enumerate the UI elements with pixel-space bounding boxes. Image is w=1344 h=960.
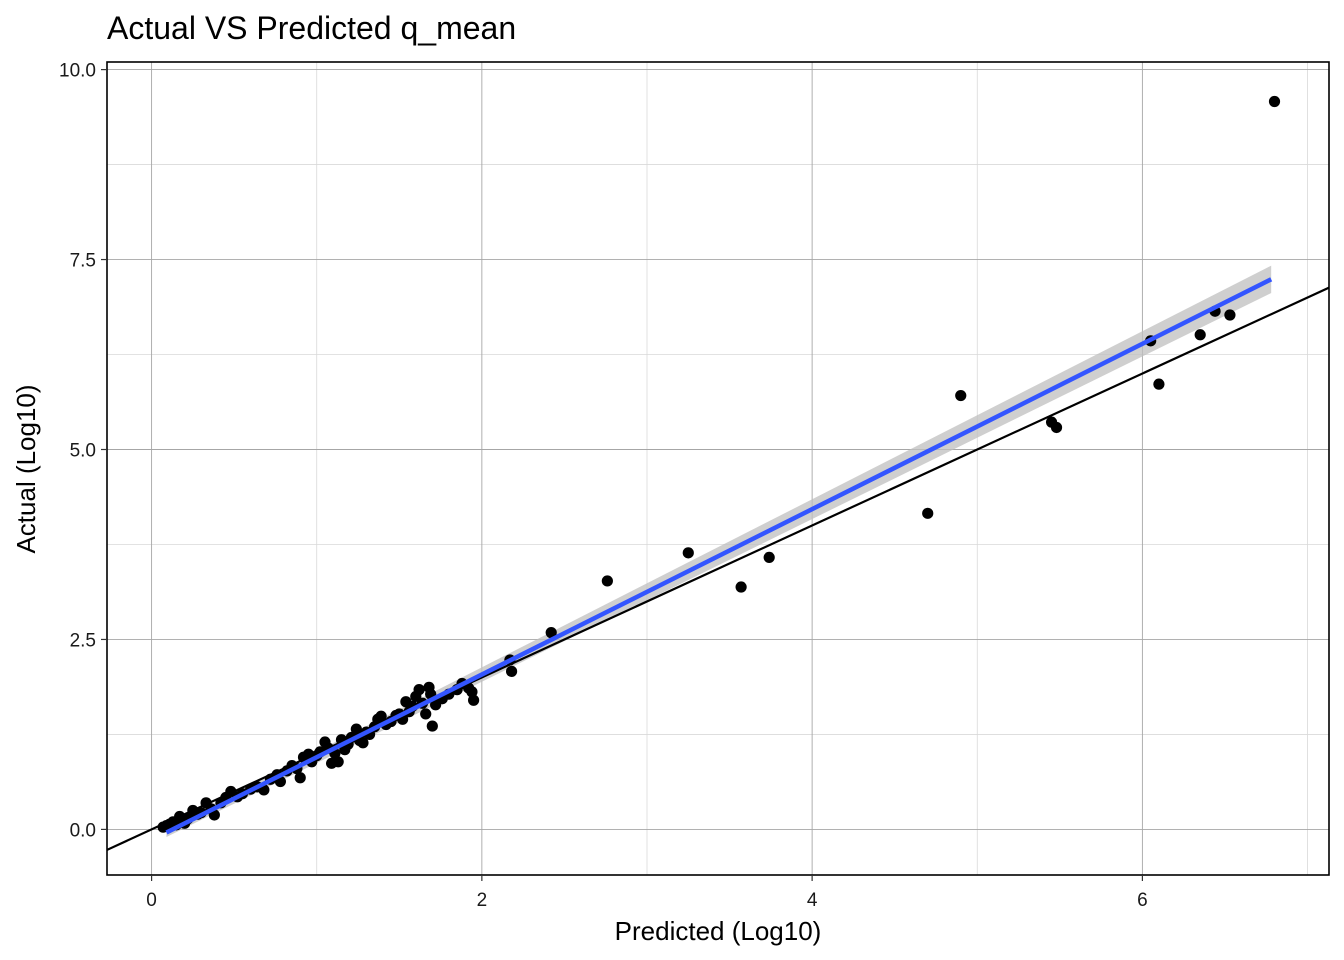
y-axis-title: Actual (Log10): [11, 384, 41, 553]
data-point: [601, 575, 613, 587]
data-point: [505, 665, 518, 677]
chart-title: Actual VS Predicted q_mean: [107, 10, 516, 46]
data-point: [1224, 309, 1236, 321]
data-point: [332, 756, 344, 768]
y-tick-label: 2.5: [70, 630, 96, 651]
y-axis-ticks: 0.0 2.5 5.0 7.5 10.0: [59, 61, 107, 841]
x-tick-label: 6: [1137, 890, 1148, 911]
data-point: [682, 547, 694, 559]
major-gridlines: [107, 62, 1329, 875]
data-point: [735, 581, 747, 593]
x-axis-title: Predicted (Log10): [615, 916, 822, 946]
data-point: [413, 684, 425, 696]
x-tick-label: 4: [807, 890, 818, 911]
data-point: [955, 389, 967, 402]
reference-lines: [107, 277, 1329, 851]
data-point: [922, 507, 934, 519]
identity-line: [107, 286, 1329, 851]
data-point: [375, 710, 387, 722]
y-tick-label: 7.5: [70, 251, 96, 272]
data-point: [420, 708, 432, 720]
data-points: [157, 95, 1281, 833]
data-point: [1194, 329, 1206, 341]
y-tick-label: 5.0: [70, 441, 96, 462]
data-point: [294, 772, 306, 784]
data-point: [466, 686, 478, 698]
data-point: [1050, 421, 1063, 434]
data-point: [1153, 378, 1165, 390]
data-point: [468, 694, 480, 706]
data-point: [357, 737, 369, 749]
fit-line: [165, 277, 1273, 835]
minor-gridlines: [107, 62, 1329, 875]
data-point: [763, 551, 775, 563]
x-tick-label: 0: [146, 890, 157, 911]
y-tick-label: 0.0: [70, 820, 96, 841]
data-point: [545, 627, 557, 639]
data-point: [350, 723, 362, 735]
y-tick-label: 10.0: [59, 61, 96, 82]
x-axis-ticks: 0 2 4 6: [146, 875, 1148, 911]
data-point: [1268, 95, 1281, 108]
plot-panel-border: [106, 61, 1330, 876]
x-tick-label: 2: [477, 890, 488, 911]
data-point: [426, 720, 438, 732]
